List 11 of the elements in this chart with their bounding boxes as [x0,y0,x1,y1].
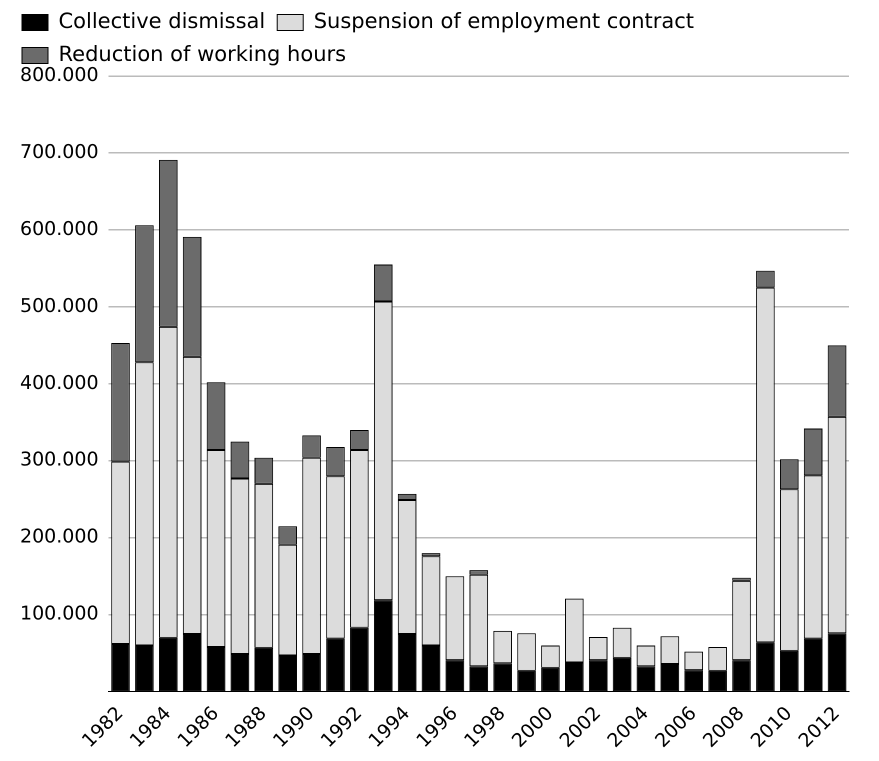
y-tick-label: 100.000 [20,602,99,625]
y-tick-label: 200.000 [20,526,99,548]
y-tick-label: 300.000 [20,448,99,471]
y-tick-label: 600.000 [20,218,99,240]
y-tick-label: 400.000 [20,372,99,394]
y-tick-label: 700.000 [20,140,99,163]
legend-label: Reduction of working hours [58,42,346,66]
legend-label: Collective dismissal [58,8,266,33]
y-tick-label: 500.000 [20,294,99,317]
y-tick-label: 800.000 [20,64,99,86]
legend-label: Suspension of employment contract [314,8,694,33]
